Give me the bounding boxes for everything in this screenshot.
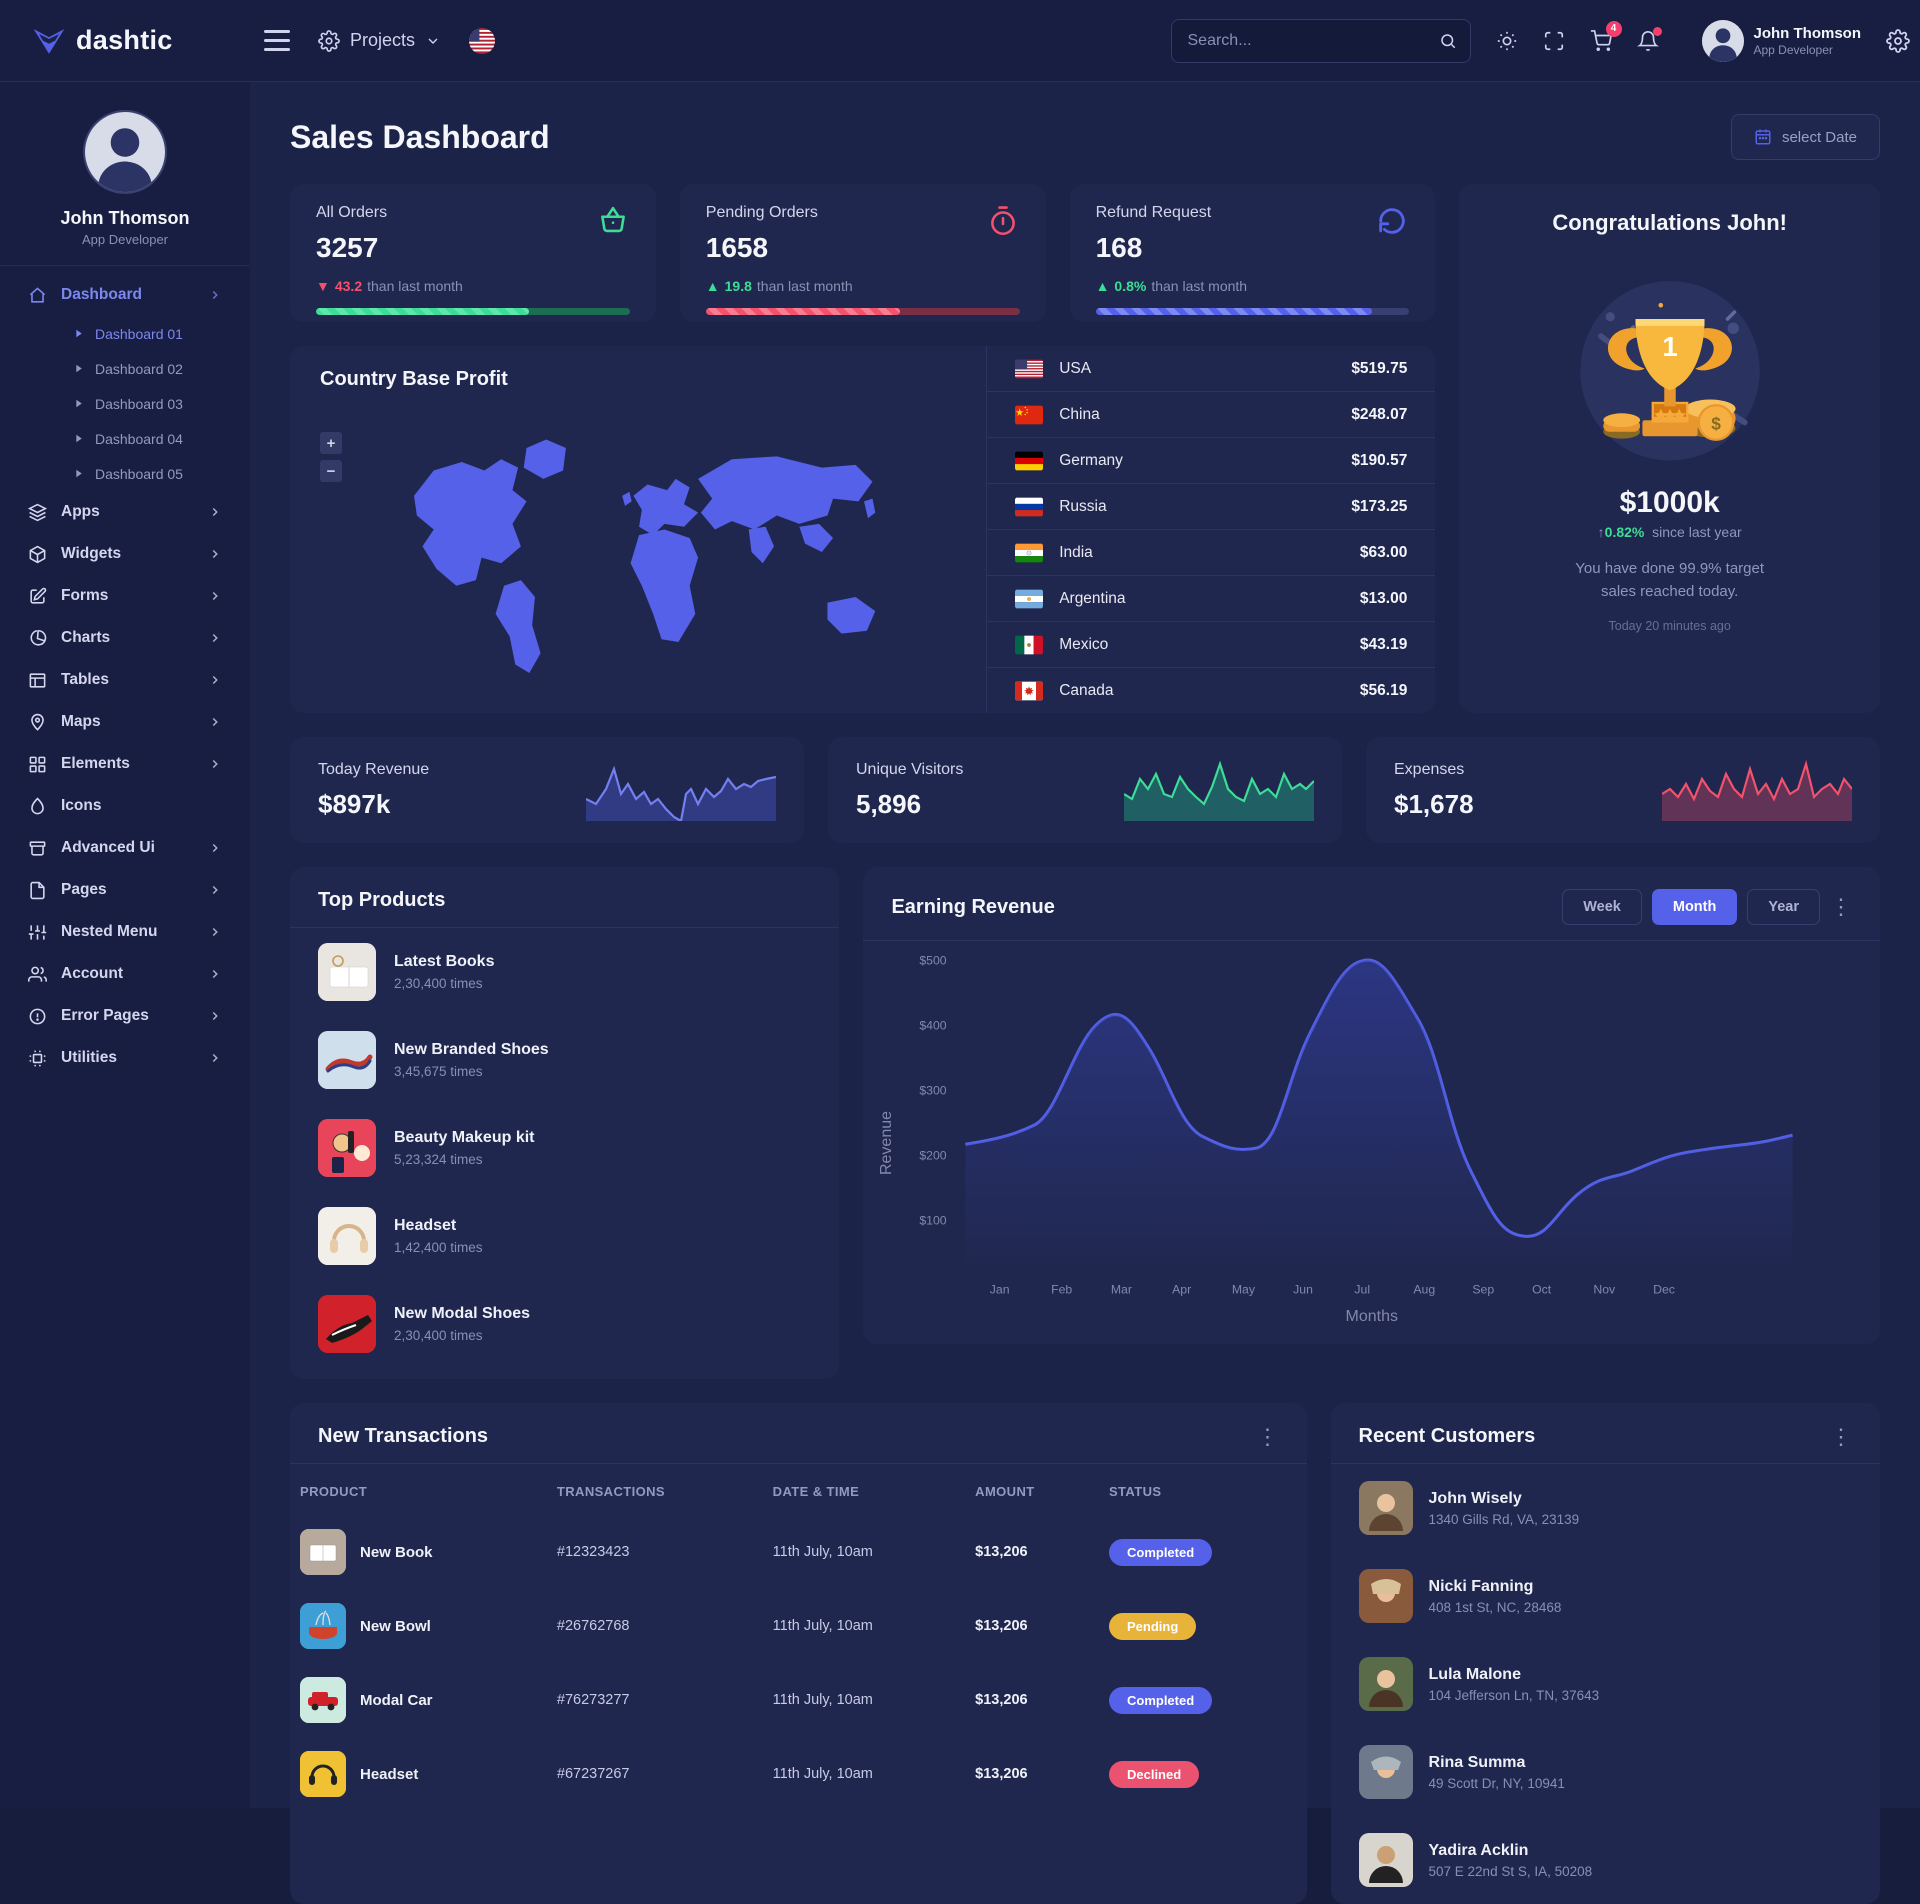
svg-text:May: May: [1232, 1283, 1256, 1297]
svg-text:Nov: Nov: [1594, 1283, 1617, 1297]
svg-text:Jan: Jan: [990, 1283, 1010, 1297]
svg-text:Dec: Dec: [1654, 1283, 1676, 1297]
svg-text:Apr: Apr: [1173, 1283, 1192, 1297]
svg-text:Feb: Feb: [1052, 1283, 1073, 1297]
svg-text:Aug: Aug: [1414, 1283, 1436, 1297]
svg-text:$400: $400: [920, 1018, 947, 1032]
svg-text:$500: $500: [920, 953, 947, 967]
svg-text:Oct: Oct: [1533, 1283, 1553, 1297]
svg-text:$100: $100: [920, 1214, 947, 1228]
svg-text:$200: $200: [920, 1149, 947, 1163]
svg-text:$300: $300: [920, 1084, 947, 1098]
svg-text:$: $: [1711, 413, 1721, 433]
svg-text:Jun: Jun: [1294, 1283, 1314, 1297]
svg-text:Jul: Jul: [1355, 1283, 1371, 1297]
svg-text:Mar: Mar: [1111, 1283, 1132, 1297]
svg-text:Sep: Sep: [1473, 1283, 1495, 1297]
svg-text:1: 1: [1662, 331, 1677, 362]
